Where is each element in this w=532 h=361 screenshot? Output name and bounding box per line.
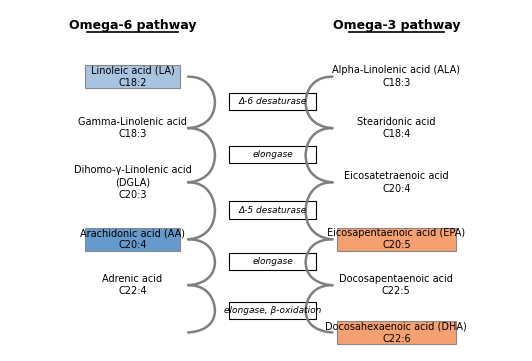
- Text: elongase: elongase: [252, 257, 293, 266]
- FancyArrowPatch shape: [305, 239, 332, 285]
- Text: Δ-6 desaturase: Δ-6 desaturase: [238, 97, 307, 106]
- FancyArrowPatch shape: [188, 128, 215, 182]
- FancyBboxPatch shape: [229, 146, 316, 163]
- FancyArrowPatch shape: [305, 182, 332, 239]
- Text: Δ-5 desaturase: Δ-5 desaturase: [238, 206, 307, 214]
- FancyArrowPatch shape: [188, 239, 215, 285]
- FancyArrowPatch shape: [188, 77, 215, 128]
- FancyArrowPatch shape: [305, 128, 332, 182]
- Text: Linoleic acid (LA)
C18:2: Linoleic acid (LA) C18:2: [90, 65, 174, 88]
- Text: Arachidonic acid (AA)
C20:4: Arachidonic acid (AA) C20:4: [80, 228, 185, 251]
- FancyBboxPatch shape: [85, 228, 180, 251]
- Text: Docosapentaenoic acid
C22:5: Docosapentaenoic acid C22:5: [339, 274, 453, 296]
- Text: Omega-6 pathway: Omega-6 pathway: [69, 19, 196, 32]
- FancyBboxPatch shape: [85, 65, 180, 88]
- Text: elongase: elongase: [252, 150, 293, 159]
- Text: Stearidonic acid
C18:4: Stearidonic acid C18:4: [357, 117, 436, 139]
- Text: Docosahexaenoic acid (DHA)
C22:6: Docosahexaenoic acid (DHA) C22:6: [326, 321, 467, 344]
- Text: Alpha-Linolenic acid (ALA)
C18:3: Alpha-Linolenic acid (ALA) C18:3: [332, 65, 460, 88]
- Text: Eicosapentaenoic acid (EPA)
C20:5: Eicosapentaenoic acid (EPA) C20:5: [327, 228, 466, 251]
- FancyArrowPatch shape: [305, 285, 332, 332]
- Text: Omega-3 pathway: Omega-3 pathway: [332, 19, 460, 32]
- Text: elongase, β-oxidation: elongase, β-oxidation: [224, 306, 321, 315]
- FancyBboxPatch shape: [229, 301, 316, 319]
- Text: Adrenic acid
C22:4: Adrenic acid C22:4: [102, 274, 163, 296]
- FancyArrowPatch shape: [188, 285, 215, 332]
- Text: Dihomo-γ-Linolenic acid
(DGLA)
C20:3: Dihomo-γ-Linolenic acid (DGLA) C20:3: [73, 165, 192, 200]
- Text: Eicosatetraenoic acid
C20:4: Eicosatetraenoic acid C20:4: [344, 171, 448, 193]
- FancyArrowPatch shape: [188, 182, 215, 239]
- FancyBboxPatch shape: [337, 321, 456, 344]
- FancyBboxPatch shape: [229, 253, 316, 270]
- FancyBboxPatch shape: [229, 201, 316, 219]
- FancyArrowPatch shape: [305, 77, 332, 128]
- Text: Gamma-Linolenic acid
C18:3: Gamma-Linolenic acid C18:3: [78, 117, 187, 139]
- FancyBboxPatch shape: [229, 93, 316, 110]
- FancyBboxPatch shape: [337, 228, 456, 251]
